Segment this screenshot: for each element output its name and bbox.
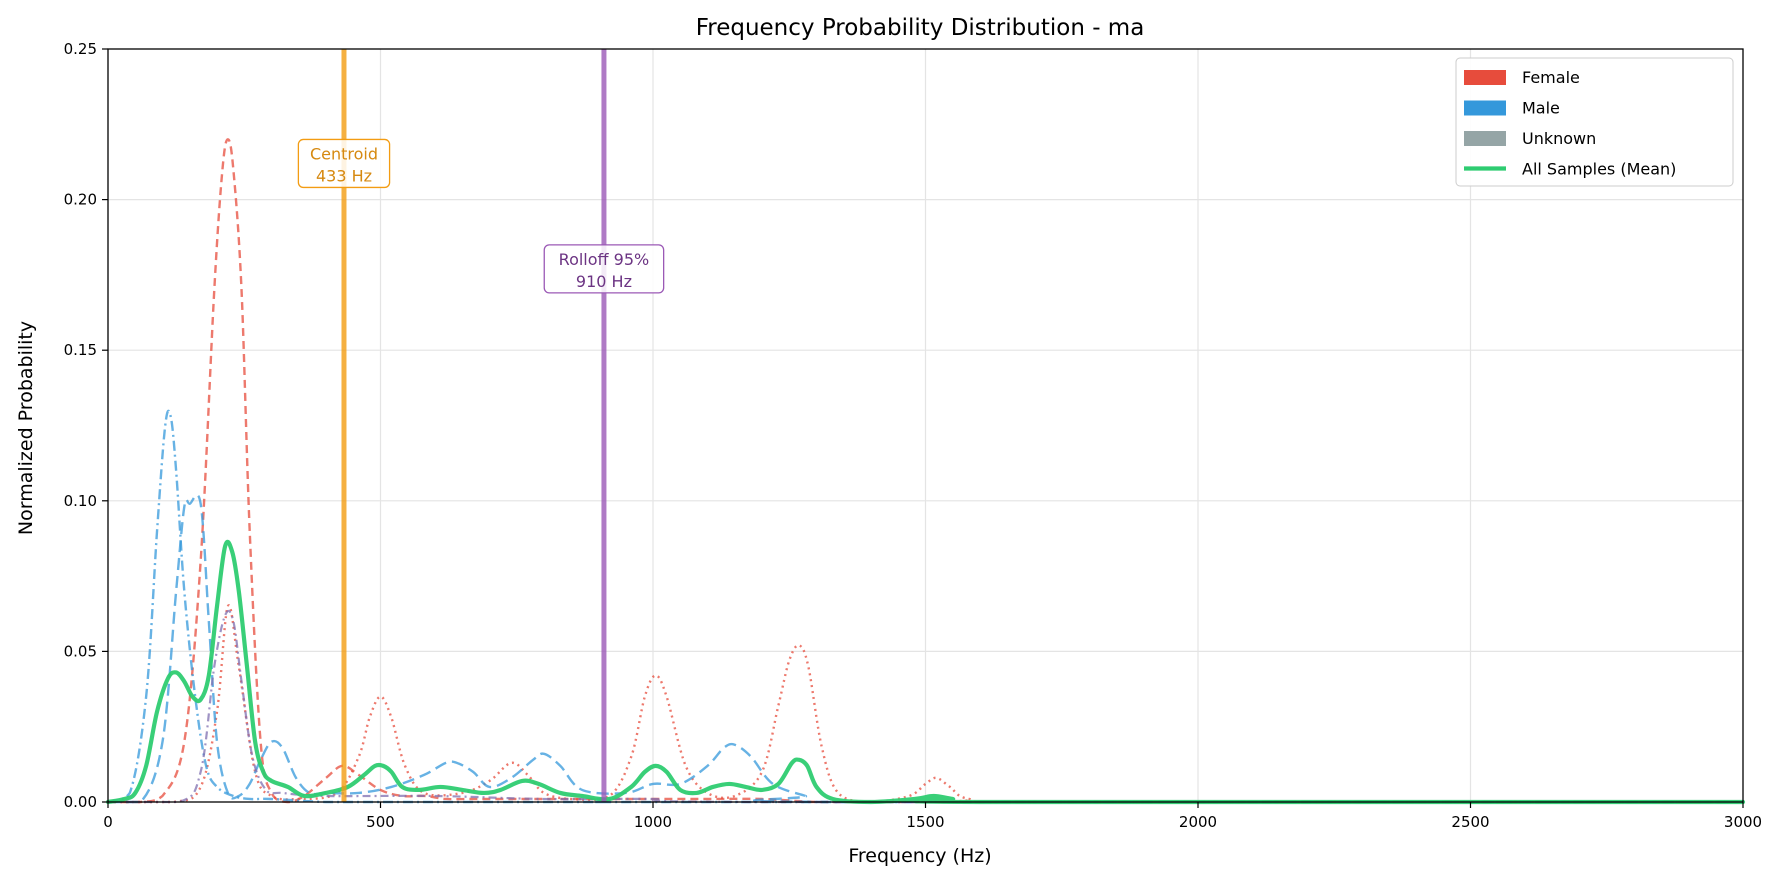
y-tick-label: 0.10 [64,492,97,510]
y-tick-label: 0.20 [64,191,97,209]
y-tick-label: 0.25 [64,40,97,58]
y-tick-label: 0.15 [64,341,97,359]
annotation-label: Centroid [310,144,378,163]
x-tick-label: 500 [366,813,395,831]
annotation-layer: Centroid 433 Hz Rolloff 95% 910 Hz [297,49,665,802]
chart-title: Frequency Probability Distribution - ma [696,15,1145,41]
x-tick-label: 1500 [906,813,944,831]
annotation-box [297,138,391,189]
x-tick-label: 2000 [1179,813,1217,831]
x-tick-label: 2500 [1451,813,1489,831]
y-axis-label: Normalized Probability [15,321,37,535]
y-tick-label: 0.00 [64,793,97,811]
legend-label: Unknown [1522,129,1596,148]
annotation-box [543,244,665,294]
series-line-male [108,493,1743,804]
series-line-female [108,604,1743,804]
y-axis-ticks: 0.00 0.05 0.10 0.15 0.20 0.25 [64,40,108,811]
x-tick-label: 1000 [634,813,672,831]
annotation-label: Rolloff 95% [559,250,650,269]
x-tick-label: 3000 [1724,813,1762,831]
annotation-value: 910 Hz [576,272,632,291]
grid [108,49,1743,802]
legend-label: Male [1522,99,1560,118]
legend-swatch [1464,131,1506,146]
legend-swatch [1464,70,1506,85]
y-tick-label: 0.05 [64,642,97,660]
x-axis-label: Frequency (Hz) [848,845,991,867]
annotation-value: 433 Hz [316,166,372,185]
legend-label: All Samples (Mean) [1522,160,1676,179]
mean-series-line [105,539,1746,805]
x-axis-ticks: 0 500 1000 1500 2000 2500 3000 [103,802,1762,831]
legend-swatch [1464,100,1506,116]
legend: Female Male Unknown All Samples (Mean) [1455,57,1734,187]
legend-box [1455,57,1734,187]
legend-label: Female [1522,68,1580,87]
x-tick-label: 0 [103,813,113,831]
